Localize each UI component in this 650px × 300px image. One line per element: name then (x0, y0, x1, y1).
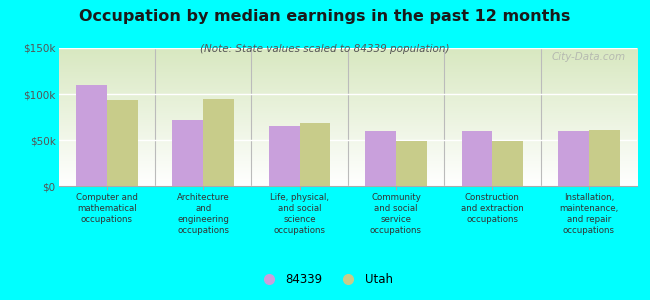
Bar (396, 141, 427, 186)
Bar (203, 99, 234, 186)
Text: Occupation by median earnings in the past 12 months: Occupation by median earnings in the pas… (79, 9, 571, 24)
Bar (172, 120, 203, 186)
Legend: 84339, Utah: 84339, Utah (252, 269, 398, 291)
Bar (462, 131, 492, 186)
Bar (76, 85, 107, 186)
Bar (300, 123, 330, 186)
Bar (589, 130, 619, 186)
Bar (107, 100, 138, 186)
Bar (493, 141, 523, 186)
Bar (558, 131, 589, 186)
Text: City-Data.com: City-Data.com (551, 52, 625, 62)
Bar (268, 126, 300, 186)
Text: (Note: State values scaled to 84339 population): (Note: State values scaled to 84339 popu… (200, 44, 450, 53)
Bar (365, 131, 396, 186)
